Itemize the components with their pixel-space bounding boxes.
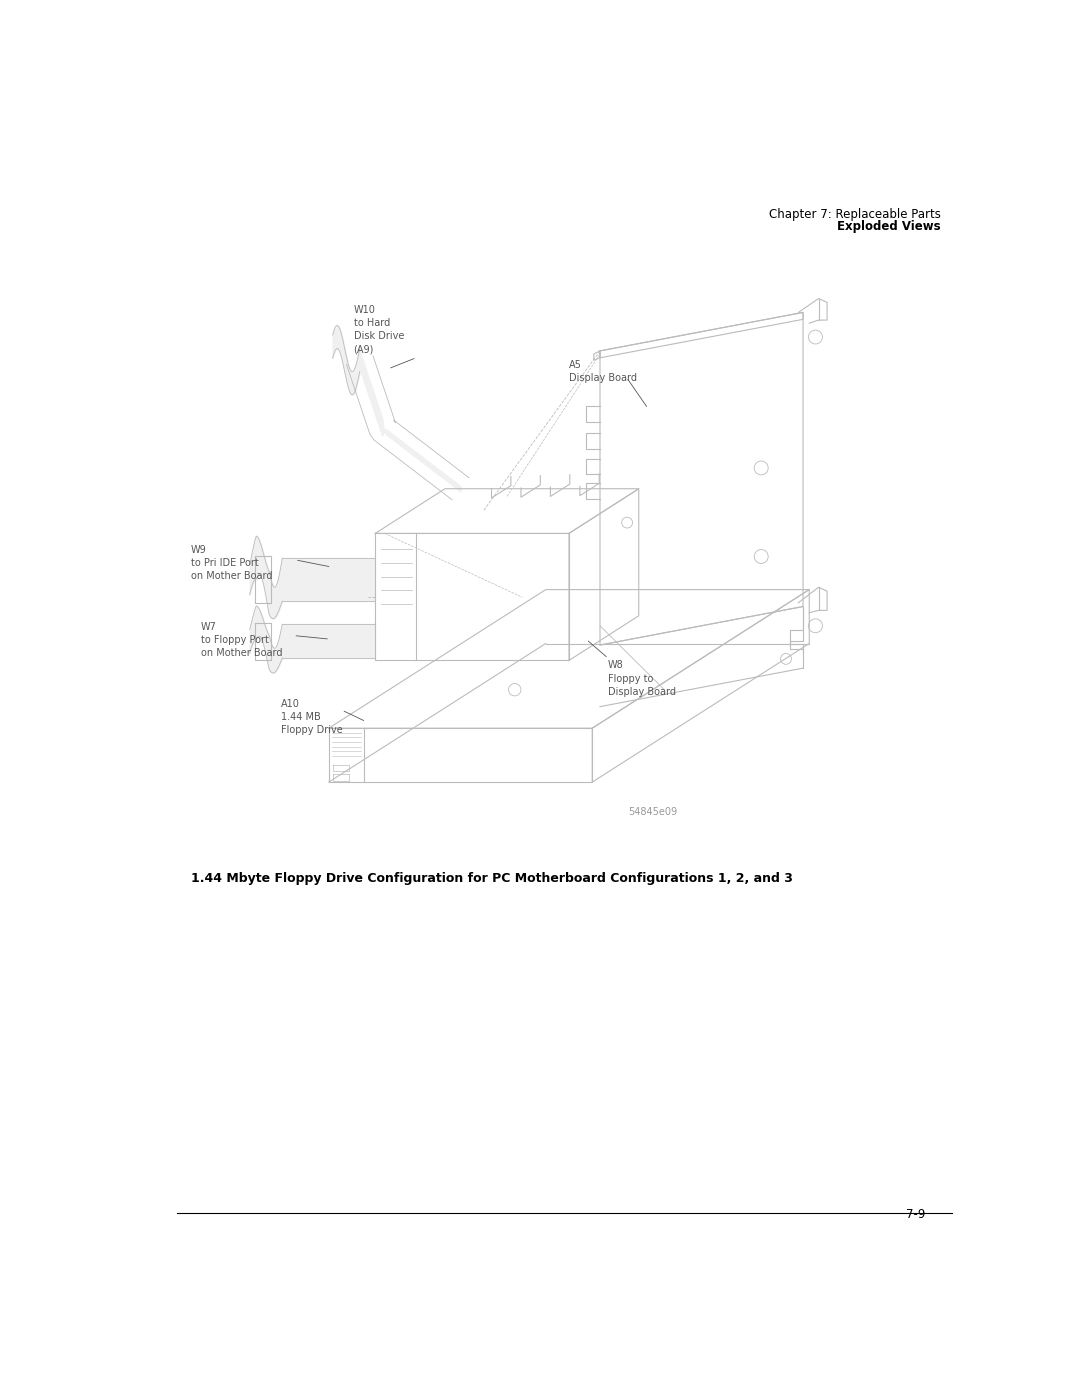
Text: Exploded Views: Exploded Views bbox=[837, 219, 941, 233]
Text: W10
to Hard
Disk Drive
(A9): W10 to Hard Disk Drive (A9) bbox=[353, 305, 404, 355]
Text: A10
1.44 MB
Floppy Drive: A10 1.44 MB Floppy Drive bbox=[281, 698, 342, 735]
Text: 1.44 Mbyte Floppy Drive Configuration for PC Motherboard Configurations 1, 2, an: 1.44 Mbyte Floppy Drive Configuration fo… bbox=[191, 872, 793, 886]
Text: W9
to Pri IDE Port
on Mother Board: W9 to Pri IDE Port on Mother Board bbox=[191, 545, 272, 581]
Text: Chapter 7: Replaceable Parts: Chapter 7: Replaceable Parts bbox=[769, 208, 941, 221]
Text: 54845e09: 54845e09 bbox=[627, 806, 677, 817]
Text: A5
Display Board: A5 Display Board bbox=[569, 360, 637, 383]
Text: W7
to Floppy Port
on Mother Board: W7 to Floppy Port on Mother Board bbox=[201, 622, 282, 658]
Text: W8
Floppy to
Display Board: W8 Floppy to Display Board bbox=[608, 661, 676, 697]
Text: 7-9: 7-9 bbox=[906, 1208, 926, 1221]
